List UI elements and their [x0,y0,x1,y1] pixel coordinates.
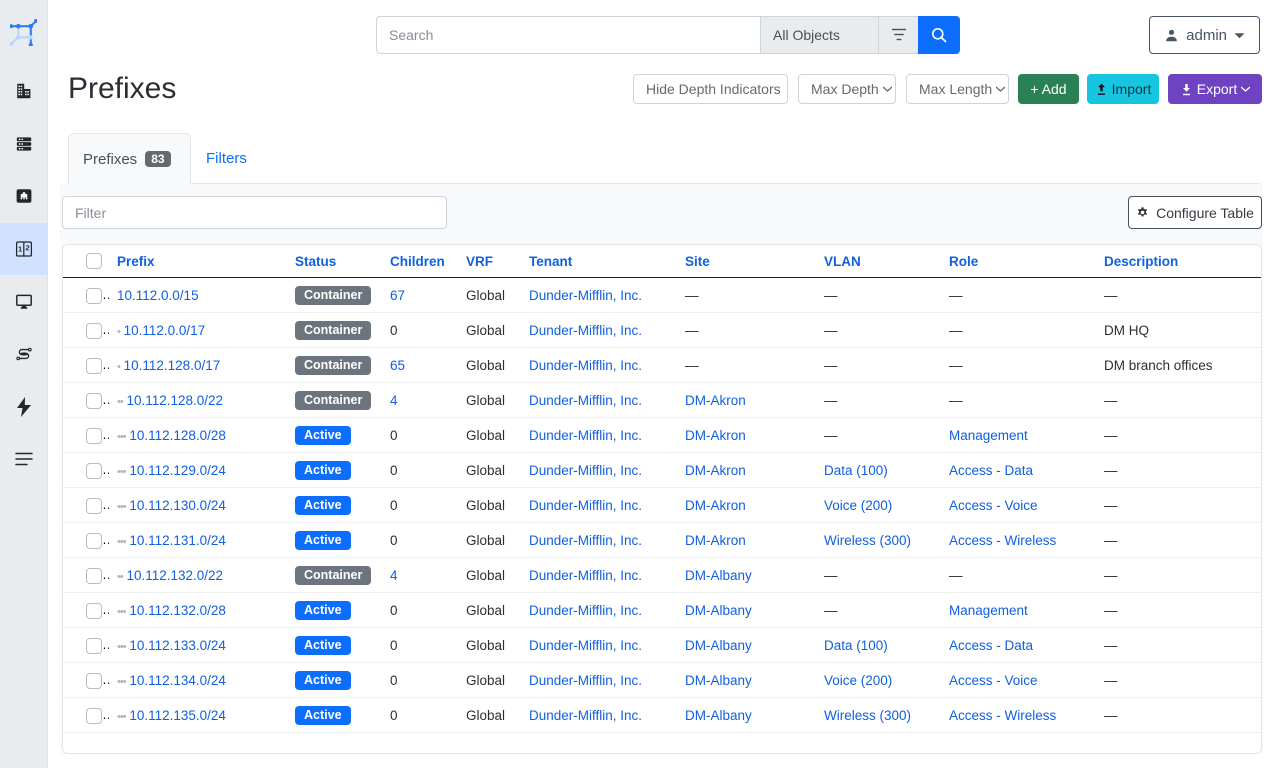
svg-text:1: 1 [18,245,22,254]
svg-text:2: 2 [25,243,30,252]
